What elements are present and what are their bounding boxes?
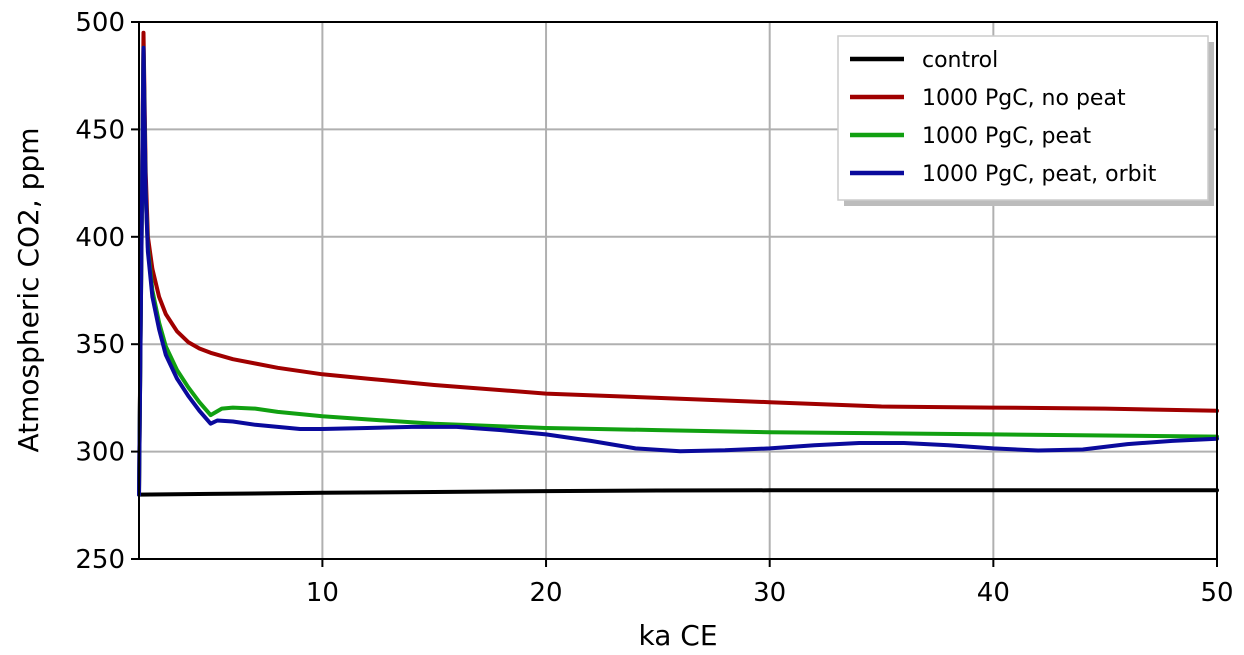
legend-label: control [922,48,998,73]
y-tick-label: 300 [75,438,125,468]
series-lines [137,30,1219,497]
y-tick-label: 450 [75,115,125,145]
legend-label: 1000 PgC, no peat [922,86,1126,111]
x-tick-label: 40 [977,578,1010,608]
y-tick-label: 500 [75,8,125,38]
y-tick-label: 400 [75,223,125,253]
y-tick-label: 350 [75,330,125,360]
series-line-1000-pgc-peat-orbit [137,45,1219,497]
x-tick-label: 30 [753,578,786,608]
x-tick-label: 20 [529,578,562,608]
series-line-control [137,488,1219,497]
legend: control 1000 PgC, no peat 1000 PgC, peat 10… [837,35,1214,206]
legend-label: 1000 PgC, peat [922,124,1092,149]
axis-ticks: 10 20 30 40 50 250 300 350 400 450 500 [75,8,1233,608]
y-tick-label: 250 [75,545,125,575]
y-axis-label: Atmospheric CO2, ppm [12,128,45,453]
x-tick-label: 10 [306,578,339,608]
x-tick-label: 50 [1200,578,1233,608]
legend-label: 1000 PgC, peat, orbit [922,162,1157,187]
series-line-1000-pgc-no-peat [137,30,1219,497]
plot-frame [138,21,1218,560]
x-axis-label: ka CE [638,619,717,652]
